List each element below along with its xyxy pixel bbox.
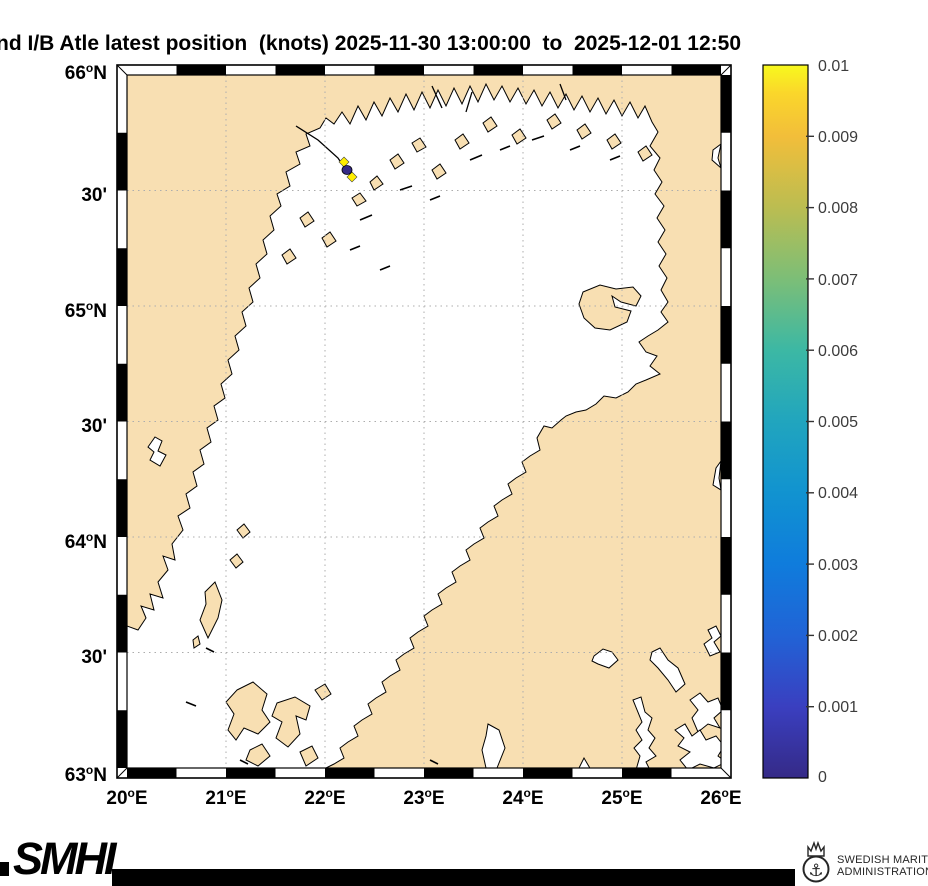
hemisphere: N <box>93 765 107 786</box>
y-axis-tick-label: 63oN <box>17 758 107 788</box>
sea-polygon <box>127 82 669 768</box>
degree-symbol: o <box>85 530 94 544</box>
tick-value: 26 <box>700 788 722 809</box>
islets-layer <box>185 135 621 765</box>
hemisphere: N <box>93 301 107 322</box>
degree-symbol: o <box>85 299 94 313</box>
hemisphere: E <box>332 788 346 809</box>
emblem-circle <box>802 855 830 883</box>
x-axis-tick-label: 24oE <box>483 786 563 810</box>
sma-logo-text: SWEDISH MARITIME ADMINISTRATION <box>837 855 928 878</box>
colorbar-tick-label: 0.008 <box>818 200 859 217</box>
degree-symbol: o <box>523 786 531 800</box>
tick-value: 30' <box>81 185 107 206</box>
hemisphere: E <box>233 788 247 809</box>
smhi-logo: SMHI <box>13 833 116 884</box>
tick-value: 30' <box>81 416 107 437</box>
tick-value: 20 <box>106 788 128 809</box>
colorbar-tick-label: 0.002 <box>818 628 859 645</box>
tick-value: 66 <box>64 63 86 84</box>
hemisphere: E <box>728 788 742 809</box>
islands-layer <box>192 113 653 767</box>
tick-value: 23 <box>403 788 425 809</box>
x-axis-tick-label: 23oE <box>384 786 464 810</box>
crown-icon <box>807 840 825 857</box>
degree-symbol: o <box>424 786 432 800</box>
footer-bar <box>112 869 795 886</box>
colorbar-tick-label: 0.007 <box>818 272 859 289</box>
tick-value: 25 <box>601 788 623 809</box>
colorbar-tick-label: 0.005 <box>818 414 859 431</box>
smhi-logo-square <box>0 862 9 876</box>
degree-symbol: o <box>721 786 729 800</box>
y-axis-tick-label: 30' <box>17 178 107 208</box>
colorbar-tick-label: 0.004 <box>818 485 859 502</box>
degree-symbol: o <box>325 786 333 800</box>
colorbar-tick-label: 0.01 <box>818 58 850 75</box>
hemisphere: E <box>530 788 544 809</box>
x-axis-tick-label: 22oE <box>285 786 365 810</box>
tick-value: 65 <box>64 301 86 322</box>
degree-symbol: o <box>226 786 234 800</box>
map-frame <box>116 64 732 779</box>
colorbar-tick-label: 0.006 <box>818 343 859 360</box>
tick-value: 30' <box>81 647 107 668</box>
tick-value: 64 <box>64 532 86 553</box>
map-content <box>127 75 721 768</box>
x-axis-tick-label: 26oE <box>681 786 761 810</box>
y-axis-tick-label: 65oN <box>17 294 107 324</box>
grid-layer <box>127 75 721 768</box>
x-axis-tick-label: 21oE <box>186 786 266 810</box>
sma-logo-line2: ADMINISTRATION <box>837 865 928 878</box>
y-axis-tick-label: 64oN <box>17 525 107 555</box>
degree-symbol: o <box>85 763 94 777</box>
ship-track-marker <box>338 156 358 183</box>
hemisphere: E <box>431 788 445 809</box>
colorbar-tick-label: 0 <box>818 769 827 786</box>
plot-title: nd I/B Atle latest position (knots) 2025… <box>0 32 742 55</box>
colorbar-tick-label: 0.009 <box>818 129 859 146</box>
degree-symbol: o <box>85 61 94 75</box>
colorbar <box>762 64 814 779</box>
tick-value: 21 <box>205 788 227 809</box>
tick-value: 24 <box>502 788 524 809</box>
hemisphere: E <box>134 788 148 809</box>
colorbar-tick-label: 0.001 <box>818 699 859 716</box>
y-axis-tick-label: 66oN <box>17 56 107 86</box>
tick-value: 63 <box>64 765 86 786</box>
sma-emblem: ⚓ <box>802 840 830 883</box>
hemisphere: N <box>93 532 107 553</box>
anchor-icon: ⚓ <box>808 861 823 881</box>
x-axis-tick-label: 25oE <box>582 786 662 810</box>
hemisphere: N <box>93 63 107 84</box>
y-axis-tick-label: 30' <box>17 409 107 439</box>
x-axis-tick-label: 20oE <box>87 786 167 810</box>
hemisphere: E <box>629 788 643 809</box>
sma-logo-line1: SWEDISH MARITIME <box>837 855 928 866</box>
degree-symbol: o <box>127 786 135 800</box>
lakes-layer <box>147 143 721 768</box>
colorbar-gradient <box>762 64 809 779</box>
y-axis-tick-label: 30' <box>17 640 107 670</box>
degree-symbol: o <box>622 786 630 800</box>
tick-value: 22 <box>304 788 326 809</box>
colorbar-tick-label: 0.003 <box>818 557 859 574</box>
